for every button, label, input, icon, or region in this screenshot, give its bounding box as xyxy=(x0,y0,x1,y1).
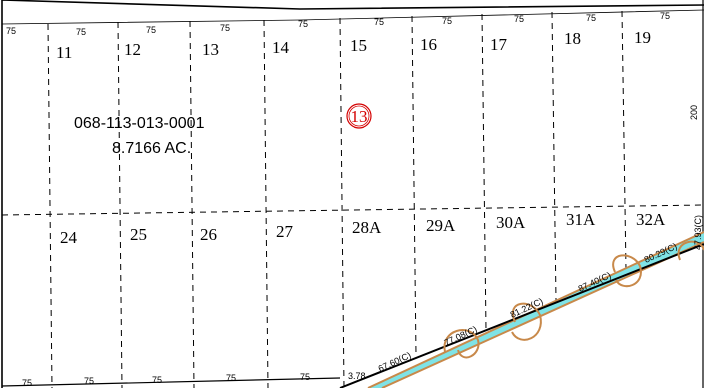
lot-number: 25 xyxy=(130,225,147,244)
block-top-line xyxy=(1,9,704,25)
top-row-lot-numbers: 11 12 13 14 15 16 17 18 19 xyxy=(56,28,651,62)
map-number-badge: 13 xyxy=(346,103,372,129)
frontage-label: 75 xyxy=(22,378,32,388)
lot-number: 18 xyxy=(564,29,581,48)
curve-label: 47.93(C) xyxy=(693,215,703,250)
frontage-label: 3.78 xyxy=(348,371,366,381)
frontage-label: 75 xyxy=(220,23,230,33)
lot-number: 28A xyxy=(352,218,382,237)
lot-number: 12 xyxy=(124,40,141,59)
frontage-label: 75 xyxy=(586,13,596,23)
creek-swirls xyxy=(443,240,704,359)
lot-number: 32A xyxy=(636,210,666,229)
frontage-label: 75 xyxy=(514,14,524,24)
frontage-label: 75 xyxy=(6,26,16,36)
lot-number: 14 xyxy=(272,38,290,57)
frontage-label: 75 xyxy=(146,25,156,35)
road-centerline xyxy=(339,243,704,388)
parcel-acreage: 8.7166 AC. xyxy=(112,140,191,157)
lot-number: 15 xyxy=(350,36,367,55)
frontage-label: 75 xyxy=(298,19,308,29)
frontage-label: 75 xyxy=(226,373,236,383)
lot-number: 30A xyxy=(496,213,526,232)
frontage-label: 75 xyxy=(442,16,452,26)
lot-number: 19 xyxy=(634,28,651,47)
map-number: 13 xyxy=(351,107,368,126)
lot-number: 26 xyxy=(200,225,217,244)
block-bottom-line xyxy=(1,377,341,387)
lot-number: 27 xyxy=(276,222,294,241)
frontage-label: 75 xyxy=(660,11,670,21)
lot-number: 24 xyxy=(60,228,78,247)
lot-number: 29A xyxy=(426,216,456,235)
lot-number: 11 xyxy=(56,43,72,62)
lot-dividers xyxy=(47,10,627,388)
block-middle-lot-line xyxy=(1,204,704,216)
lot-number: 16 xyxy=(420,35,437,54)
frontage-label: 75 xyxy=(76,27,86,37)
lot-number: 31A xyxy=(566,210,596,229)
bottom-frontage-labels: 75 75 75 75 75 3.78 xyxy=(22,371,366,388)
frontage-label: 75 xyxy=(84,376,94,386)
side-depth-label: 200 xyxy=(689,105,699,120)
parcel-apn: 068-113-013-0001 xyxy=(74,115,205,132)
top-frontage-labels: 75 75 75 75 75 75 75 75 75 75 xyxy=(6,11,670,37)
lot-number: 13 xyxy=(202,40,219,59)
road-edge-lower xyxy=(381,241,704,388)
curve-length-labels: 67.60(C) 77.08(C) 81.22(C) 87.40(C) 80.2… xyxy=(377,215,703,374)
lot-number: 17 xyxy=(490,35,508,54)
bottom-row-lot-numbers: 24 25 26 27 28A 29A 30A 31A 32A xyxy=(60,210,666,247)
frontage-label: 75 xyxy=(300,372,310,382)
frontage-label: 75 xyxy=(152,375,162,385)
frontage-label: 75 xyxy=(374,17,384,27)
